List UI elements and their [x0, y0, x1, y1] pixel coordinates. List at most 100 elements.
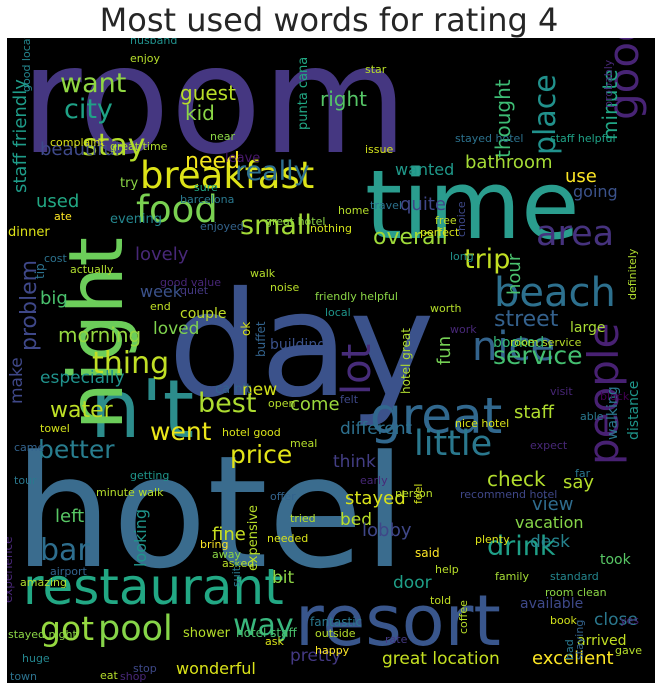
word-went: went: [150, 417, 212, 446]
word-help: help: [435, 563, 459, 576]
word-people: people: [579, 323, 628, 465]
word-good-location: good location: [20, 38, 33, 92]
word-enjoyed: enjoyed: [200, 220, 244, 233]
word-nice-hotel: nice hotel: [455, 417, 509, 430]
word-actually: actually: [70, 263, 114, 276]
word-evening: evening: [110, 212, 162, 227]
word-outside: outside: [315, 627, 356, 640]
word-night: night: [52, 237, 140, 430]
word-huge: huge: [22, 652, 50, 665]
word-want: want: [60, 68, 126, 99]
word-distance: distance: [626, 381, 642, 440]
word-pool: pool: [98, 609, 173, 649]
word-shower: shower: [183, 626, 231, 641]
word-buffet: buffet: [254, 321, 268, 357]
word-dinner: dinner: [8, 225, 50, 240]
word-good: good: [599, 38, 648, 120]
word-book: book: [550, 614, 577, 627]
word-yes: yes: [620, 614, 639, 627]
word-star: star: [365, 63, 387, 76]
word-close: close: [594, 610, 638, 630]
word-complaint: complaint: [50, 136, 105, 149]
word-restaurant: restaurant: [23, 558, 284, 616]
word-thought: thought: [491, 79, 515, 158]
word-told: told: [430, 594, 451, 607]
word-near: near: [210, 130, 235, 143]
word-work: work: [450, 323, 477, 336]
word-ca-n-t: ca n't: [215, 382, 251, 397]
word-fine: fine: [212, 524, 246, 545]
word-fun: fun: [434, 336, 455, 365]
word-enjoy: enjoy: [130, 52, 161, 65]
word-free: free: [435, 214, 457, 227]
word-couple: couple: [180, 306, 227, 322]
word-experience: experience: [7, 536, 15, 603]
word-great-hotel: great hotel: [265, 215, 325, 228]
word-guest: guest: [180, 81, 236, 105]
word-week: week: [140, 282, 183, 301]
word-staff-helpful: staff helpful: [550, 132, 616, 145]
word-little: little: [414, 424, 492, 464]
word-offer: offer: [270, 490, 296, 503]
word-feel: feel: [412, 484, 425, 504]
word-perfect: perfect: [420, 226, 460, 239]
word-person: person: [395, 487, 433, 500]
word-local: local: [325, 306, 351, 319]
word-large: large: [570, 320, 605, 336]
word-husband: husband: [130, 38, 177, 47]
word-happy: happy: [315, 644, 350, 657]
word-city: city: [64, 94, 113, 125]
word-able: able: [580, 410, 604, 423]
word-kid: kid: [185, 101, 215, 125]
word-early: early: [360, 474, 388, 487]
word-room: room: [20, 38, 408, 188]
word-sure: sure: [194, 181, 218, 194]
word-great-time: great time: [110, 140, 168, 153]
word-great-location: great location: [382, 649, 500, 669]
word-issue: issue: [365, 143, 393, 156]
word-airport: airport: [50, 565, 88, 578]
word-walking: walking: [605, 386, 621, 440]
word-nice: nice: [472, 324, 555, 370]
word-bathroom: bathroom: [465, 152, 553, 173]
word-staff-friendly: staff friendly: [10, 79, 31, 193]
word-bit: bit: [272, 568, 295, 588]
word-took: took: [600, 552, 632, 568]
word-great: great: [370, 387, 502, 445]
word-wonderful: wonderful: [176, 659, 256, 678]
word-lot: lot: [334, 344, 380, 395]
word-open: open: [268, 397, 295, 410]
word-looking: looking: [131, 509, 150, 567]
word-minute: minute: [598, 69, 622, 140]
word-used: used: [36, 191, 79, 212]
word-ok: ok: [239, 322, 253, 336]
word-bar: bar: [40, 533, 90, 568]
word-door: door: [393, 573, 432, 593]
word-pretty: pretty: [290, 646, 341, 666]
word-end: end: [150, 300, 171, 313]
word-ask: ask: [265, 635, 284, 648]
word-cloud: room hotel day time resort n't night great break…: [7, 38, 655, 683]
word-need: need: [185, 149, 240, 174]
word-drink: drink: [487, 531, 556, 562]
word-fantastic: fantastic: [310, 615, 362, 629]
word-street: street: [494, 307, 559, 332]
chart-title: Most used words for rating 4: [99, 1, 559, 39]
word-think: think: [333, 452, 376, 472]
word-best: best: [198, 388, 256, 419]
word-beach: beach: [494, 270, 616, 316]
word-excellent: excellent: [532, 648, 614, 669]
word-ate: ate: [54, 210, 72, 223]
word-felt: felt: [340, 393, 359, 406]
word-tried: tried: [290, 512, 316, 525]
word-needed: needed: [267, 532, 308, 545]
word-really: really: [235, 156, 310, 187]
word-visit: visit: [550, 385, 573, 398]
word-resort: resort: [295, 580, 501, 662]
word-meal: meal: [290, 437, 317, 450]
word-staying: staying: [573, 620, 586, 660]
word-stop: stop: [133, 662, 157, 675]
word-towel: towel: [40, 422, 70, 435]
word-left: left: [55, 506, 84, 527]
word-going: going: [573, 182, 618, 201]
